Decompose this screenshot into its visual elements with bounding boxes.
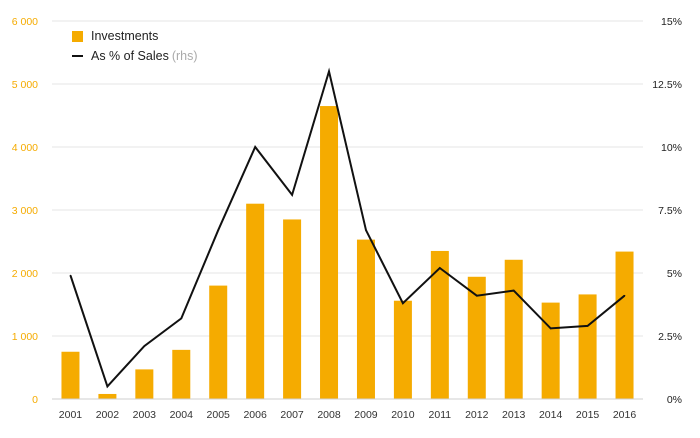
- left-axis-tick-label: 3 000: [12, 205, 38, 217]
- legend-bar-swatch: [72, 30, 83, 42]
- point-sales-share-2007: [291, 194, 293, 196]
- line-sales-share: [69, 67, 626, 389]
- point-sales-share-2005: [217, 229, 220, 231]
- x-axis-tick-label: 2004: [170, 409, 194, 421]
- right-axis-tick-label: 0%: [667, 394, 682, 406]
- bar-investments-2010: [393, 300, 412, 399]
- legend-label: Investments: [91, 29, 159, 43]
- bar-investments-2003: [135, 369, 154, 399]
- x-axis-tick-label: 2010: [391, 409, 415, 421]
- legend-label: As % of Sales: [91, 49, 169, 63]
- x-axis-tick-label: 2011: [429, 409, 452, 421]
- x-axis-tick-label: 2016: [613, 409, 637, 421]
- x-axis-tick-label: 2009: [354, 409, 378, 421]
- bar-investments-2006: [246, 203, 265, 399]
- point-sales-share-2001: [69, 274, 72, 277]
- right-axis-tick-label: 10%: [661, 142, 682, 154]
- bar-investments-2002: [98, 393, 117, 399]
- point-sales-share-2010: [402, 302, 404, 305]
- left-axis-tick-label: 0: [32, 394, 38, 406]
- legend-item-sales-share: As % of Sales (rhs): [72, 46, 198, 66]
- legend-line-swatch: [72, 55, 83, 57]
- point-sales-share-2009: [365, 229, 367, 231]
- legend-item-investments: Investments: [72, 26, 198, 46]
- bar-investments-2005: [209, 285, 228, 399]
- left-axis-tick-label: 5 000: [12, 79, 38, 91]
- x-axis-tick-label: 2015: [576, 409, 600, 421]
- axes: 0 1 000 2 000 3 000 4 000 5 000 6 000 0% 2.5% 5% 7…: [12, 16, 682, 421]
- x-axis-tick-label: 2003: [133, 409, 157, 421]
- right-axis-tick-label: 15%: [661, 16, 682, 28]
- x-axis-tick-label: 2008: [317, 409, 341, 421]
- legend-label-suffix: (rhs): [171, 49, 198, 63]
- x-axis-tick-label: 2001: [59, 409, 83, 421]
- left-axis-tick-label: 2 000: [12, 268, 38, 280]
- point-sales-share-2016: [623, 294, 626, 297]
- x-axis-tick-label: 2002: [96, 409, 120, 421]
- right-axis-tick-label: 2.5%: [658, 331, 682, 343]
- bar-investments-2014: [541, 302, 560, 399]
- line-series: [69, 67, 626, 389]
- bar-investments-2008: [320, 106, 339, 400]
- legend: Investments As % of Sales (rhs): [72, 26, 198, 66]
- point-sales-share-2002: [106, 385, 109, 388]
- bar-investments-2001: [61, 351, 80, 399]
- x-axis-tick-label: 2013: [502, 409, 526, 421]
- point-sales-share-2004: [180, 317, 183, 320]
- left-axis-tick-label: 1 000: [12, 331, 38, 343]
- bar-investments-2015: [578, 294, 597, 399]
- left-axis-tick-label: 4 000: [12, 142, 38, 154]
- right-axis-tick-label: 7.5%: [658, 205, 682, 217]
- left-axis-tick-label: 6 000: [12, 16, 38, 28]
- point-sales-share-2015: [586, 325, 589, 327]
- point-sales-share-2013: [512, 289, 515, 292]
- bar-investments-2004: [172, 349, 191, 399]
- x-axis-tick-label: 2012: [465, 409, 489, 421]
- point-sales-share-2003: [143, 345, 146, 347]
- bar-investments-2016: [615, 251, 634, 399]
- right-axis-tick-label: 5%: [667, 268, 682, 280]
- bar-investments-2013: [504, 259, 523, 399]
- point-sales-share-2014: [549, 327, 552, 330]
- point-sales-share-2011: [439, 267, 441, 269]
- point-sales-share-2008: [328, 70, 330, 73]
- right-axis-tick-label: 12.5%: [652, 79, 682, 91]
- x-axis-tick-label: 2005: [207, 409, 231, 421]
- bar-investments-2011: [430, 250, 449, 399]
- point-sales-share-2006: [254, 146, 256, 148]
- x-axis-tick-label: 2006: [243, 409, 267, 421]
- bar-investments-2009: [356, 239, 375, 399]
- x-axis-tick-label: 2007: [280, 409, 304, 421]
- bars: [61, 106, 634, 400]
- point-sales-share-2012: [475, 294, 478, 297]
- bar-investments-2007: [283, 219, 302, 399]
- bar-investments-2012: [467, 276, 486, 399]
- x-axis-tick-label: 2014: [539, 409, 563, 421]
- grid-lines: [52, 20, 643, 337]
